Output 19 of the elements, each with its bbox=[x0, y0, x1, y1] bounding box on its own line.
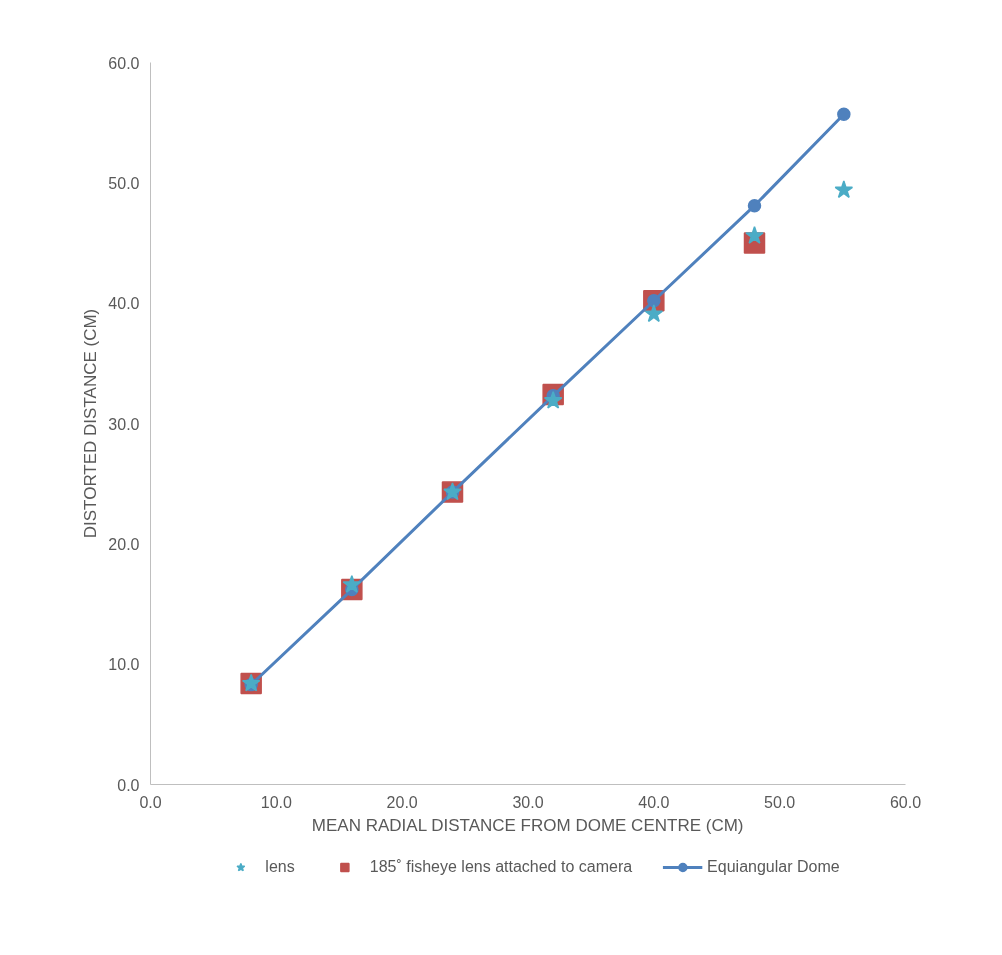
x-tick-label: 60.0 bbox=[889, 793, 922, 811]
y-tick-label: 10.0 bbox=[108, 656, 140, 674]
y-tick-label: 30.0 bbox=[108, 415, 140, 433]
y-axis-title: DISTORTED DISTANCE (CM) bbox=[81, 308, 101, 539]
y-tick-label: 20.0 bbox=[108, 535, 140, 553]
y-tick-label: 60.0 bbox=[108, 54, 140, 72]
y-tick-label: 0.0 bbox=[117, 776, 140, 794]
x-axis-title: MEAN RADIAL DISTANCE FROM DOME CENTRE (CM) bbox=[311, 815, 744, 835]
x-tick-label: 20.0 bbox=[386, 793, 418, 811]
x-tick-label: 30.0 bbox=[512, 793, 544, 811]
y-tick-label: 50.0 bbox=[108, 174, 140, 192]
y-tick-label: 40.0 bbox=[108, 295, 140, 313]
legend-label: 185˚ fisheye lens attached to camera bbox=[369, 858, 633, 876]
legend-label: Equiangular Dome bbox=[707, 858, 840, 876]
x-tick-label: 40.0 bbox=[638, 793, 670, 811]
x-tick-label: 50.0 bbox=[764, 793, 796, 811]
x-tick-label: 0.0 bbox=[139, 793, 162, 811]
legend-label: lens bbox=[265, 858, 295, 876]
x-tick-label: 10.0 bbox=[260, 793, 293, 811]
